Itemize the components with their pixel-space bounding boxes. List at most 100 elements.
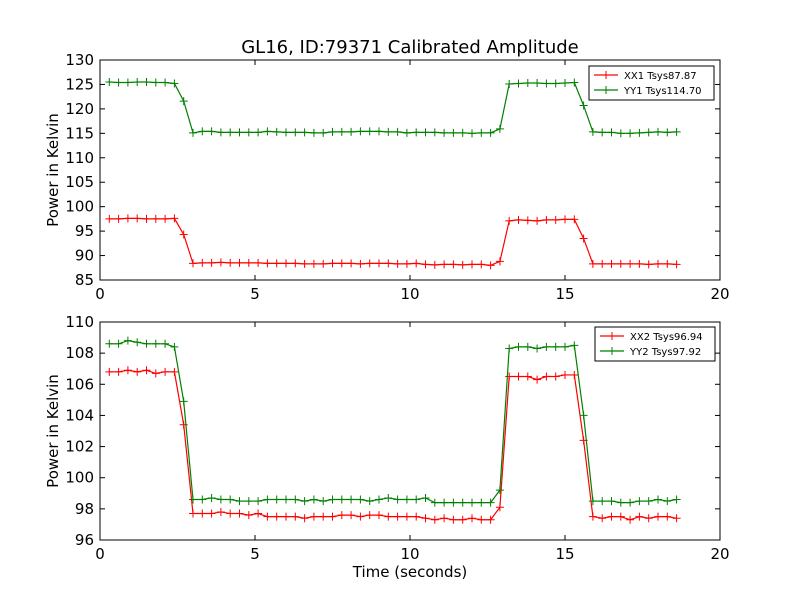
- data-point: [272, 127, 281, 136]
- data-point: [170, 79, 179, 88]
- series-1: [105, 214, 681, 270]
- data-point: [272, 259, 281, 268]
- data-point: [514, 79, 523, 88]
- y-axis-label: Power in Kelvin: [44, 113, 62, 227]
- y-tick-label: 104: [65, 406, 94, 424]
- data-point: [282, 259, 290, 268]
- y-tick-label: 120: [65, 100, 94, 118]
- data-point: [458, 128, 467, 137]
- data-point: [607, 128, 616, 137]
- data-point: [533, 216, 542, 225]
- data-point: [440, 498, 449, 507]
- data-point: [151, 369, 160, 378]
- data-point: [207, 509, 216, 518]
- data-point: [477, 515, 486, 524]
- data-point: [198, 495, 207, 504]
- data-point: [635, 128, 644, 137]
- data-point: [328, 259, 337, 268]
- y-tick-label: 96: [75, 531, 94, 549]
- series-line: [109, 217, 677, 266]
- data-point: [533, 78, 542, 87]
- data-point: [570, 215, 579, 224]
- data-point: [412, 128, 421, 137]
- data-point: [468, 514, 476, 523]
- data-point: [626, 259, 635, 268]
- data-point: [263, 512, 272, 521]
- data-point: [449, 260, 458, 269]
- data-point: [486, 515, 495, 524]
- data-point: [551, 215, 560, 224]
- data-point: [644, 497, 653, 506]
- series-line: [109, 340, 677, 504]
- data-point: [300, 128, 309, 137]
- data-point: [216, 507, 225, 516]
- data-point: [514, 342, 523, 351]
- data-point: [626, 515, 635, 524]
- y-tick-label: 100: [65, 198, 94, 216]
- data-point: [114, 214, 123, 223]
- data-point: [402, 259, 411, 268]
- data-point: [607, 259, 616, 268]
- data-point: [663, 128, 672, 137]
- figure-title: GL16, ID:79371 Calibrated Amplitude: [241, 37, 579, 58]
- data-point: [654, 127, 662, 136]
- data-point: [458, 498, 467, 507]
- data-point: [561, 215, 569, 224]
- x-axis-label: Time (seconds): [352, 563, 468, 581]
- data-point: [626, 498, 635, 507]
- data-point: [598, 497, 607, 506]
- data-point: [133, 338, 142, 347]
- data-point: [179, 230, 188, 239]
- y-tick-label: 98: [75, 500, 94, 518]
- data-point: [142, 366, 151, 375]
- data-point: [449, 498, 458, 507]
- data-point: [216, 258, 225, 267]
- legend-label: XX1 Tsys87.87: [624, 71, 697, 82]
- data-point: [449, 515, 458, 524]
- data-point: [347, 259, 356, 268]
- data-point: [412, 259, 421, 268]
- data-point: [161, 367, 170, 376]
- data-point: [644, 128, 653, 137]
- data-point: [551, 372, 560, 381]
- data-point: [477, 128, 486, 137]
- data-point: [486, 261, 495, 270]
- data-point: [514, 215, 523, 224]
- data-point: [244, 511, 253, 520]
- data-point: [468, 260, 476, 269]
- data-point: [216, 495, 225, 504]
- data-point: [263, 127, 272, 136]
- data-point: [244, 128, 253, 137]
- data-point: [561, 342, 569, 351]
- data-point: [189, 509, 197, 518]
- data-point: [123, 214, 132, 223]
- data-point: [551, 79, 560, 88]
- y-axis-label: Power in Kelvin: [44, 374, 62, 488]
- data-point: [561, 78, 569, 87]
- data-point: [235, 128, 244, 137]
- data-point: [588, 127, 597, 136]
- x-tick-label: 20: [710, 285, 729, 303]
- y-tick-label: 106: [65, 375, 94, 393]
- data-point: [161, 214, 170, 223]
- data-point: [458, 515, 467, 524]
- data-point: [654, 259, 662, 268]
- data-point: [309, 259, 318, 268]
- data-point: [319, 497, 328, 506]
- series-1: [105, 366, 681, 524]
- data-point: [635, 259, 644, 268]
- plot-bottom: 0 5 10 15 20 96 98 100 102 104 106 108 110 Power in K…: [44, 313, 730, 581]
- data-point: [337, 127, 346, 136]
- x-tick-label: 5: [250, 545, 260, 563]
- data-point: [291, 512, 300, 521]
- data-point: [588, 512, 597, 521]
- data-point: [170, 214, 179, 223]
- data-point: [365, 497, 374, 506]
- data-point: [226, 495, 235, 504]
- data-point: [654, 512, 662, 521]
- data-point: [151, 78, 160, 87]
- data-point: [356, 495, 365, 504]
- data-point: [291, 495, 300, 504]
- data-point: [226, 258, 235, 267]
- data-point: [495, 503, 504, 512]
